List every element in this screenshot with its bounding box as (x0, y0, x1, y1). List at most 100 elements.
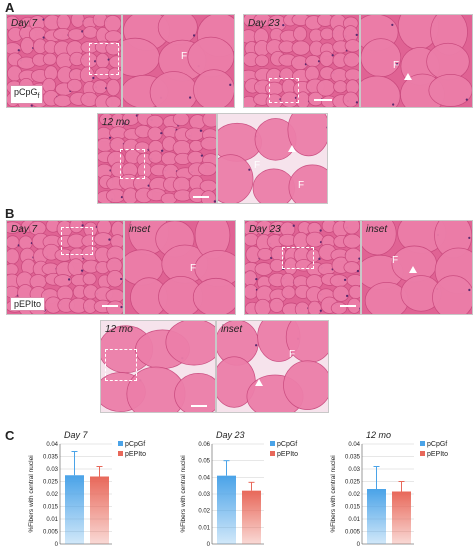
y-tick-label: 0.025 (345, 480, 361, 486)
inset-region-box (61, 227, 93, 255)
nucleus-dot (255, 344, 258, 347)
micrograph-a-day7-inset: F (122, 14, 235, 108)
muscle-fiber (342, 91, 359, 107)
muscle-fiber (192, 277, 235, 314)
fiber-label: F (190, 263, 197, 274)
scale-bar (102, 305, 118, 307)
muscle-fiber (432, 275, 472, 314)
muscle-fiber (254, 54, 270, 68)
y-tick-label: 0.01 (46, 517, 58, 523)
muscle-fiber (344, 39, 359, 53)
legend-swatch (420, 441, 425, 446)
nucleus-dot (255, 277, 258, 281)
timepoint-label: Day 23 (248, 18, 280, 29)
bar-pepito (242, 490, 261, 544)
micrograph-a-12mo-inset: F F (217, 113, 328, 204)
arrowhead-icon (404, 73, 412, 80)
muscle-fiber (343, 221, 360, 235)
inset-label: inset (366, 224, 388, 235)
nucleus-dot (199, 129, 203, 132)
legend-swatch (270, 451, 275, 456)
nucleus-dot (319, 229, 322, 232)
muscle-fiber (254, 298, 272, 314)
muscle-fiber (316, 79, 336, 97)
nucleus-dot (189, 96, 192, 99)
y-axis-label: %Fibers with central nuclei (330, 455, 337, 532)
y-tick-label: 0.03 (348, 467, 360, 473)
tissue-image (361, 15, 472, 107)
tissue-image (362, 221, 472, 314)
panel-letter-a: A (5, 0, 15, 15)
chart-title: 12 mo (366, 430, 391, 440)
y-tick-label: 0 (357, 542, 361, 548)
bar-pcpgf (217, 475, 236, 544)
muscle-fiber (346, 274, 360, 287)
scale-bar (191, 405, 207, 407)
muscle-fiber (104, 30, 121, 43)
nucleus-dot (355, 101, 359, 104)
muscle-fiber (18, 235, 33, 251)
muscle-fiber (428, 74, 472, 107)
nucleus-dot (120, 305, 123, 309)
bar-chart-day7: %Fibers with central nuclei Day 7 0 0.005 0.… (28, 430, 146, 548)
nucleus-dot (318, 257, 321, 261)
bar-pepito (90, 476, 109, 544)
fiber-label: F (289, 349, 296, 360)
inset-region-box (120, 149, 145, 179)
muscle-fiber (288, 164, 327, 203)
inset-region-box (105, 349, 137, 381)
legend-label: pEPIto (125, 451, 146, 458)
chart-title: Day 7 (64, 430, 89, 440)
y-tick-label: 0.02 (198, 509, 210, 515)
panel-letter-c: C (5, 428, 15, 443)
muscle-fiber (42, 52, 57, 66)
scale-bar (193, 196, 209, 198)
muscle-fiber (307, 300, 322, 314)
muscle-fiber (320, 27, 335, 41)
y-tick-label: 0.005 (345, 530, 361, 536)
muscle-fiber (7, 248, 20, 265)
micrograph-a-day7: Day 7 pCpGf (6, 14, 122, 108)
y-tick-label: 0.015 (345, 505, 361, 511)
nucleus-dot (345, 294, 349, 298)
muscle-fiber (106, 300, 123, 314)
legend-swatch (270, 441, 275, 446)
micrograph-b-12mo-inset: inset F (216, 320, 329, 413)
bar-chart-day23: %Fibers with central nuclei Day 23 0 0.01 0.… (180, 430, 298, 548)
muscle-fiber (332, 285, 350, 302)
micrograph-b-day23-inset: inset F (361, 220, 473, 315)
nucleus-dot (80, 269, 84, 272)
nucleus-dot (356, 269, 360, 273)
nucleus-dot (343, 278, 347, 282)
nucleus-dot (326, 126, 327, 129)
panel-letter-b: B (5, 206, 15, 221)
muscle-fiber (344, 68, 359, 82)
tissue-image (7, 15, 121, 107)
y-tick-label: 0.01 (198, 525, 210, 531)
muscle-fiber (146, 114, 164, 129)
arrowhead-icon (288, 145, 296, 152)
micrograph-a-day23: Day 23 (243, 14, 360, 108)
muscle-fiber (343, 52, 359, 68)
nucleus-dot (282, 23, 285, 27)
muscle-fiber (319, 50, 334, 67)
y-tick-label: 0 (207, 542, 211, 548)
timepoint-label: 12 mo (105, 324, 133, 335)
y-tick-label: 0.03 (198, 492, 210, 498)
muscle-fiber (103, 15, 121, 33)
muscle-fiber (165, 321, 215, 366)
scale-bar (340, 305, 356, 307)
nucleus-dot (229, 83, 232, 86)
y-tick-label: 0.05 (198, 459, 210, 465)
muscle-fiber (252, 168, 295, 203)
nucleus-dot (200, 154, 204, 157)
y-tick-label: 0.04 (348, 442, 360, 448)
nucleus-dot (248, 168, 251, 171)
y-tick-label: 0.035 (43, 455, 59, 461)
micrograph-a-day23-inset: F (360, 14, 473, 108)
y-tick-label: 0.04 (46, 442, 58, 448)
bar-pcpgf (367, 489, 386, 544)
muscle-fiber (172, 114, 190, 127)
nucleus-dot (468, 236, 471, 240)
nucleus-dot (192, 34, 196, 37)
